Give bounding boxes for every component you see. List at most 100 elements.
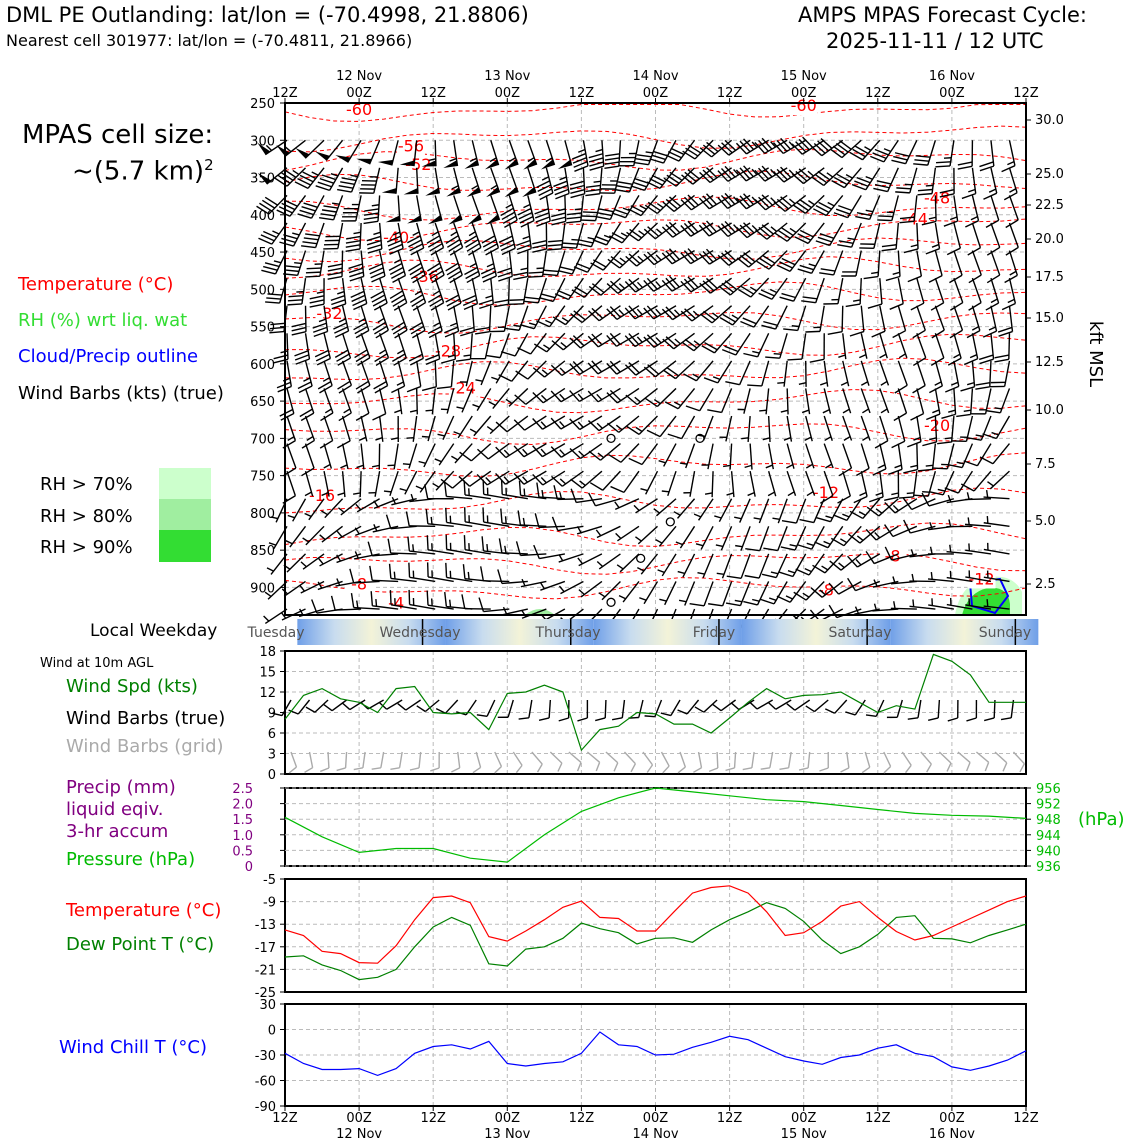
barb-full (533, 343, 548, 353)
grid-wind-barb (1012, 751, 1025, 773)
barb-half (747, 491, 755, 497)
wind-barb (467, 195, 482, 225)
barb-full (681, 341, 695, 352)
barb-half (808, 200, 815, 206)
barb-full (607, 258, 621, 269)
wind-barb (703, 360, 733, 384)
barb-full (345, 248, 361, 253)
barb-half (913, 436, 921, 441)
barb-full (930, 302, 945, 311)
barb-full (611, 232, 626, 241)
barb-half (303, 377, 311, 382)
wind-barb (518, 480, 547, 500)
wind-barb (407, 536, 436, 555)
barb-staff (716, 751, 719, 769)
barb-half (988, 188, 997, 193)
wind-barb (985, 277, 1000, 311)
barb-staff (934, 277, 945, 303)
grid-wind-barb (708, 751, 719, 773)
wind-barb (884, 471, 900, 501)
barb-full (677, 709, 688, 715)
barb-half (373, 231, 381, 236)
barb-staff (600, 443, 621, 461)
barb-full (392, 325, 406, 335)
barb-full (287, 303, 302, 306)
barb-half (744, 464, 752, 469)
barb-full (712, 703, 722, 712)
barb-full (703, 377, 719, 384)
barb-half (674, 338, 681, 345)
barb-full (355, 329, 370, 339)
barb-staff (953, 277, 964, 303)
barb-full (387, 538, 392, 554)
barb-staff (953, 195, 959, 222)
barb-full (367, 244, 382, 250)
barb-full (336, 440, 351, 449)
wind-barb (459, 305, 476, 337)
barb-full (644, 715, 655, 718)
temperature-contour (284, 256, 1027, 279)
wind-barb (402, 443, 418, 469)
barb-staff (465, 360, 473, 387)
barb-full (628, 253, 641, 265)
kft-tick-label: 10.0 (1035, 403, 1064, 418)
wind-barb (827, 305, 844, 336)
barb-half (856, 535, 864, 541)
barb-full (297, 381, 312, 390)
barb-full (721, 252, 733, 264)
barb-full (759, 257, 773, 267)
barb-full (812, 208, 827, 217)
wind-barb (779, 277, 807, 302)
barb-full (305, 706, 316, 713)
barb-staff (917, 699, 922, 718)
barb-full (371, 767, 381, 770)
barb-full (874, 183, 890, 189)
barb-full (744, 574, 760, 579)
barb-half (825, 515, 833, 519)
barb-full (515, 370, 529, 380)
barb-half (677, 570, 685, 575)
barb-staff (599, 167, 603, 194)
barb-half (587, 236, 595, 240)
barb-half (619, 257, 627, 263)
barb-staff (990, 140, 995, 167)
barb-full (1019, 763, 1025, 773)
barb-staff (700, 525, 714, 550)
barb-full (643, 336, 655, 348)
barb-full (271, 712, 283, 717)
barb-full (409, 266, 423, 276)
barb-full (474, 330, 490, 335)
barb-staff (784, 194, 807, 212)
barb-staff (636, 387, 658, 406)
barb-full (776, 198, 789, 210)
barb-full (562, 242, 578, 245)
barb-half (491, 376, 499, 381)
barb-full (798, 168, 811, 180)
barb-full (263, 230, 277, 238)
barb-full (345, 244, 361, 248)
wind-barb (860, 415, 871, 441)
barb-staff (694, 139, 714, 160)
barb-full (543, 269, 559, 273)
wind-barb (353, 551, 380, 560)
barb-full (754, 199, 767, 211)
barb-full (647, 364, 660, 375)
barb-half (823, 540, 831, 545)
barb-full (903, 468, 918, 474)
barb-staff (471, 250, 481, 276)
barb-staff (860, 305, 865, 332)
barb-staff (557, 525, 584, 532)
barb-full (817, 170, 831, 181)
barb-staff (765, 388, 770, 415)
barb-staff (353, 606, 380, 610)
barb-staff (786, 388, 789, 415)
wind-barb (320, 388, 334, 422)
barb-staff (713, 332, 733, 354)
wind-barb (829, 139, 862, 159)
barb-full (410, 270, 425, 280)
wind-barb (377, 140, 399, 166)
barb-staff (795, 498, 807, 524)
barb-staff (720, 699, 737, 712)
grid-wind-barb (390, 751, 403, 771)
barb-half (467, 571, 470, 580)
